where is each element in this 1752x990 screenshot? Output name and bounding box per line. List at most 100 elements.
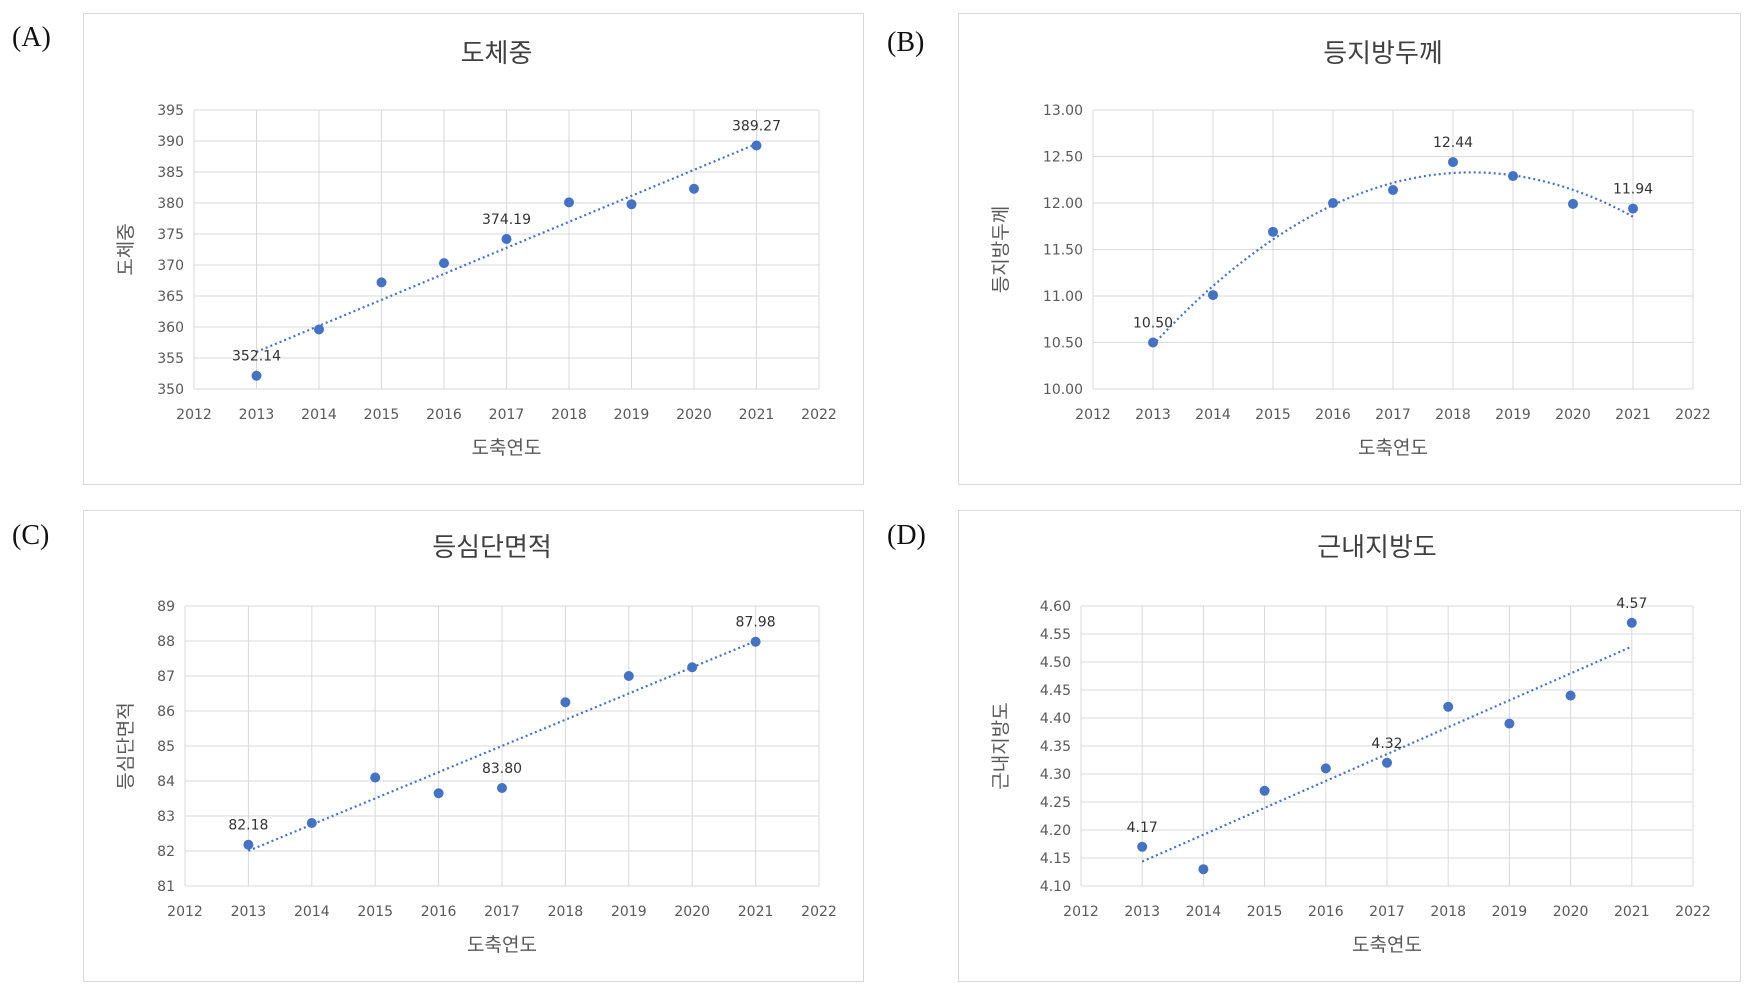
y-tick-label: 10.00 bbox=[1043, 382, 1083, 398]
data-point bbox=[306, 818, 317, 828]
chart-svg-backfat-thickness: 등지방두께 10.00 10.50 11.00 11.50 12.00 12.50 13.00… bbox=[990, 39, 1711, 459]
x-tick-label: 2019 bbox=[1495, 407, 1531, 423]
x-tick-label: 2018 bbox=[1435, 407, 1471, 423]
data-point bbox=[1198, 864, 1209, 875]
data-point bbox=[1508, 171, 1518, 182]
y-tick-label: 10.50 bbox=[1043, 336, 1083, 352]
x-tick-label: 2019 bbox=[614, 407, 650, 423]
x-tick-label: 2022 bbox=[1675, 407, 1711, 423]
data-point bbox=[251, 370, 262, 381]
x-axis-label-carcass-weight: 도축연도 bbox=[472, 437, 542, 459]
data-point bbox=[497, 783, 507, 793]
x-tick-label: 2022 bbox=[1675, 904, 1711, 920]
chart-svg-loin-area: 등심단면적 81 82 83 84 85 86 87 88 89 2012 2013 2014 2015 2… bbox=[115, 533, 837, 956]
y-tick-label: 355 bbox=[157, 351, 184, 367]
x-tick-label: 2017 bbox=[484, 904, 520, 920]
chart-title-marbling: 근내지방도 bbox=[1317, 533, 1437, 563]
x-tick-label: 2017 bbox=[1375, 407, 1411, 423]
data-label: 389.27 bbox=[732, 119, 781, 135]
x-axis-label-backfat-thickness: 도축연도 bbox=[1358, 437, 1428, 459]
y-tick-label: 350 bbox=[157, 382, 184, 398]
y-tick-label: 4.25 bbox=[1040, 795, 1071, 811]
y-tick-label: 87 bbox=[157, 669, 175, 685]
y-tick-label: 360 bbox=[157, 320, 184, 336]
x-axis-label-marbling: 도축연도 bbox=[1352, 934, 1422, 956]
x-tick-label: 2017 bbox=[489, 407, 525, 423]
data-point bbox=[1382, 757, 1392, 768]
panel-label-c: (C) bbox=[12, 520, 50, 551]
data-point bbox=[314, 324, 324, 335]
chart-card-loin-area: 등심단면적 81 82 83 84 85 86 87 88 89 2012 2013 2014 2015 2… bbox=[83, 510, 864, 982]
y-tick-label: 4.55 bbox=[1040, 627, 1071, 643]
data-point bbox=[560, 697, 571, 708]
chart-title-carcass-weight: 도체중 bbox=[461, 39, 533, 69]
chart-title-backfat-thickness: 등지방두께 bbox=[1323, 39, 1443, 69]
data-point bbox=[1208, 290, 1218, 301]
x-tick-label: 2022 bbox=[801, 407, 837, 423]
y-tick-label: 395 bbox=[157, 103, 184, 119]
y-tick-label: 86 bbox=[157, 704, 175, 720]
y-tick-label: 375 bbox=[157, 227, 184, 243]
x-tick-label: 2016 bbox=[421, 904, 457, 920]
y-tick-label: 82 bbox=[157, 844, 175, 860]
chart-title-loin-area: 등심단면적 bbox=[432, 533, 552, 563]
x-tick-label: 2018 bbox=[548, 904, 584, 920]
data-point bbox=[623, 671, 634, 681]
data-point bbox=[1328, 198, 1338, 208]
x-tick-label: 2022 bbox=[801, 904, 837, 920]
data-point bbox=[1137, 841, 1148, 852]
trendline-carcass-weight bbox=[256, 142, 757, 353]
x-tick-label: 2013 bbox=[1135, 407, 1171, 423]
y-tick-label: 4.45 bbox=[1040, 683, 1071, 699]
x-tick-label: 2021 bbox=[1614, 904, 1650, 920]
y-tick-label: 83 bbox=[157, 809, 175, 825]
x-tick-label: 2012 bbox=[1063, 904, 1099, 920]
data-label: 83.80 bbox=[482, 761, 522, 777]
y-tick-label: 4.10 bbox=[1040, 879, 1071, 895]
data-point bbox=[501, 234, 512, 245]
data-point bbox=[1626, 617, 1637, 628]
x-tick-label: 2019 bbox=[1492, 904, 1528, 920]
data-point bbox=[1448, 157, 1458, 168]
chart-card-carcass-weight: 도체중 350 355 360 365 370 375 380 385 390 395 2012 201… bbox=[83, 13, 864, 485]
x-tick-label: 2015 bbox=[364, 407, 400, 423]
data-point bbox=[689, 183, 699, 194]
y-tick-label: 11.50 bbox=[1043, 243, 1083, 259]
data-point bbox=[439, 258, 449, 269]
y-tick-label: 84 bbox=[157, 774, 175, 790]
x-tick-label: 2012 bbox=[176, 407, 212, 423]
y-tick-label: 4.40 bbox=[1040, 711, 1071, 727]
x-tick-label: 2013 bbox=[1124, 904, 1160, 920]
data-point bbox=[1388, 184, 1398, 195]
y-tick-label: 12.50 bbox=[1043, 150, 1083, 166]
x-tick-label: 2012 bbox=[1075, 407, 1111, 423]
trendline-backfat-thickness bbox=[1152, 171, 1634, 346]
trendline-marbling bbox=[1141, 645, 1633, 863]
y-axis-label-backfat-thickness: 등지방두께 bbox=[990, 206, 1012, 293]
y-tick-label: 88 bbox=[157, 634, 175, 650]
x-tick-label: 2018 bbox=[1430, 904, 1466, 920]
data-point bbox=[1628, 203, 1638, 214]
chart-svg-carcass-weight: 도체중 350 355 360 365 370 375 380 385 390 395 2012 201… bbox=[115, 39, 837, 459]
y-axis-label-marbling: 근내지방도 bbox=[990, 702, 1012, 789]
y-tick-label: 380 bbox=[157, 196, 184, 212]
x-tick-label: 2021 bbox=[1615, 407, 1651, 423]
panel-label-b: (B) bbox=[887, 27, 925, 58]
y-tick-label: 89 bbox=[157, 599, 175, 615]
y-tick-label: 12.00 bbox=[1043, 196, 1083, 212]
y-tick-label: 4.35 bbox=[1040, 739, 1071, 755]
data-label: 4.17 bbox=[1127, 820, 1158, 836]
panel-label-a: (A) bbox=[12, 22, 51, 53]
x-tick-label: 2014 bbox=[301, 407, 337, 423]
data-point bbox=[564, 197, 574, 208]
x-tick-label: 2020 bbox=[674, 904, 710, 920]
y-axis-label-loin-area: 등심단면적 bbox=[115, 702, 137, 789]
y-tick-label: 13.00 bbox=[1043, 103, 1083, 119]
x-tick-label: 2021 bbox=[738, 904, 774, 920]
y-tick-label: 370 bbox=[157, 258, 184, 274]
data-label: 4.32 bbox=[1371, 736, 1402, 752]
data-label: 12.44 bbox=[1433, 135, 1473, 151]
x-axis-label-loin-area: 도축연도 bbox=[467, 934, 537, 956]
x-tick-label: 2014 bbox=[1186, 904, 1222, 920]
y-axis-label-carcass-weight: 도체중 bbox=[115, 223, 137, 275]
